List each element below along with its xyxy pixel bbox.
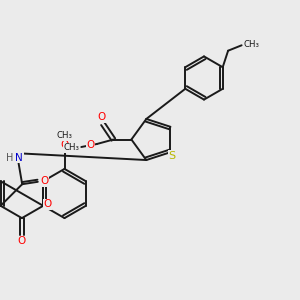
- Text: CH₃: CH₃: [243, 40, 259, 49]
- Text: O: O: [18, 236, 26, 246]
- Text: N: N: [15, 153, 23, 163]
- Text: S: S: [168, 151, 175, 161]
- Text: O: O: [97, 112, 105, 122]
- Text: O: O: [60, 140, 69, 151]
- Text: H: H: [7, 153, 14, 163]
- Text: O: O: [86, 140, 94, 150]
- Text: O: O: [40, 176, 49, 186]
- Text: O: O: [44, 199, 52, 209]
- Text: CH₃: CH₃: [64, 143, 80, 152]
- Text: CH₃: CH₃: [56, 131, 73, 140]
